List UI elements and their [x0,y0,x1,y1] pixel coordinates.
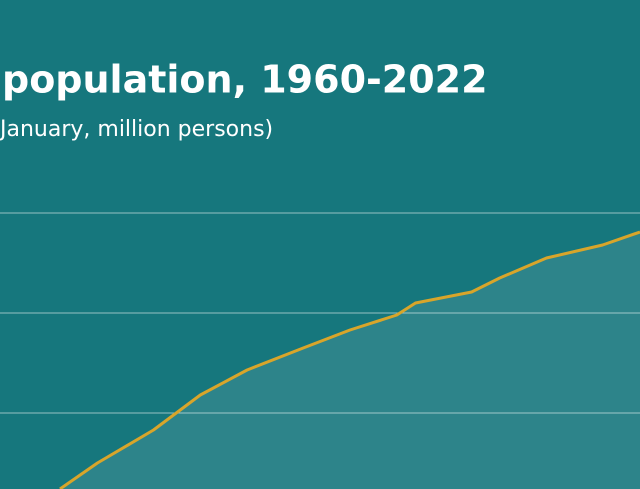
line [59,230,640,489]
area [60,232,640,489]
grid [0,212,640,414]
chart-subtitle: January, million persons) [0,117,273,142]
chart-title: population, 1960-2022 [2,58,488,102]
plot-area [59,230,640,489]
